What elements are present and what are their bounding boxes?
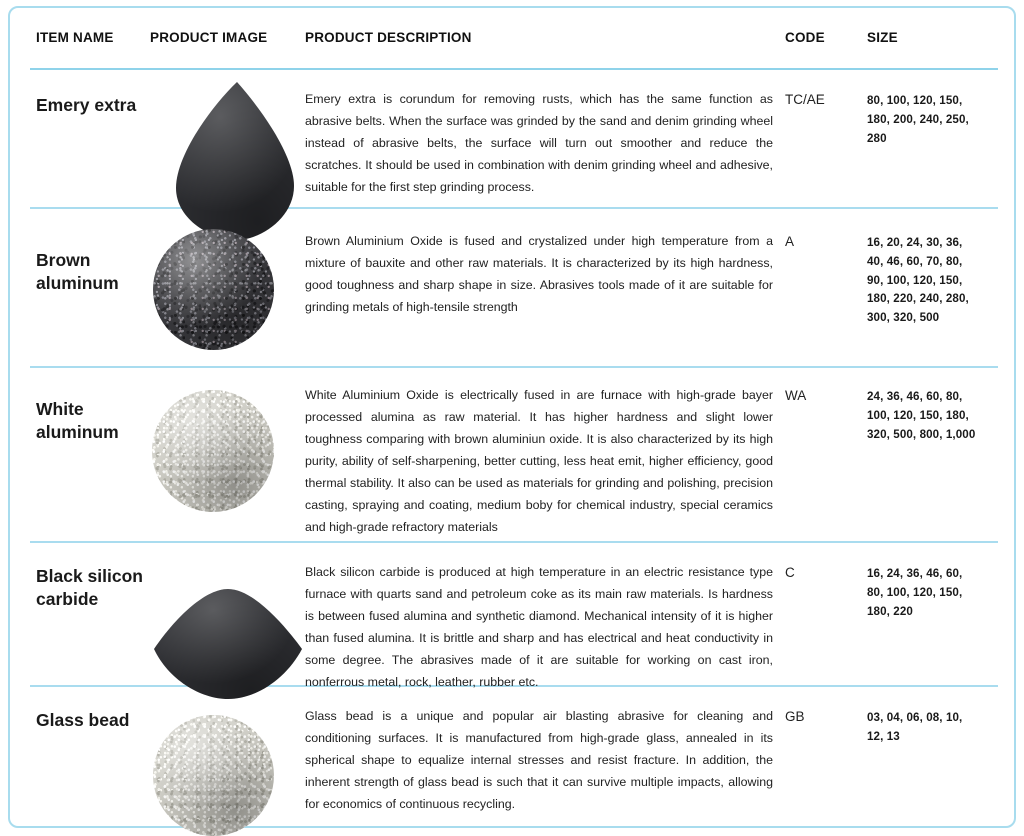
size-cell: 03, 04, 06, 08, 10, 12, 13 bbox=[867, 711, 963, 743]
code-cell: C bbox=[785, 565, 795, 580]
product-image-white-aluminum bbox=[152, 390, 274, 512]
item-name-cell: Black silicon carbide bbox=[36, 566, 143, 610]
row-divider bbox=[30, 685, 998, 687]
row-divider bbox=[30, 366, 998, 368]
product-image-cell bbox=[150, 88, 305, 190]
product-image-cell bbox=[150, 227, 305, 350]
column-header-product-image: PRODUCT IMAGE bbox=[150, 30, 268, 45]
table-frame: ITEM NAME PRODUCT IMAGE PRODUCT DESCRIPT… bbox=[8, 6, 1016, 836]
table-row[interactable]: Glass bead Glass bead is a unique and po… bbox=[28, 687, 1000, 836]
code-cell: A bbox=[785, 234, 795, 249]
size-cell: 16, 20, 24, 30, 36, 40, 46, 60, 70, 80, … bbox=[867, 236, 969, 325]
column-header-code: CODE bbox=[785, 30, 825, 45]
product-description-cell: White Aluminium Oxide is electrically fu… bbox=[305, 388, 773, 535]
product-description-cell: Emery extra is corundum for removing rus… bbox=[305, 92, 773, 195]
table-row[interactable]: White aluminum White Aluminium Oxide is … bbox=[28, 368, 1000, 541]
header-divider bbox=[30, 68, 998, 70]
size-cell: 16, 24, 36, 46, 60, 80, 100, 120, 150, 1… bbox=[867, 567, 963, 618]
column-header-item-name: ITEM NAME bbox=[36, 30, 114, 45]
product-image-cell bbox=[150, 384, 305, 512]
column-header-product-description: PRODUCT DESCRIPTION bbox=[305, 30, 472, 45]
item-name-cell: White aluminum bbox=[36, 399, 119, 443]
item-name-cell: Emery extra bbox=[36, 95, 137, 115]
product-description-cell: Black silicon carbide is produced at hig… bbox=[305, 565, 773, 690]
product-description-cell: Glass bead is a unique and popular air b… bbox=[305, 709, 773, 812]
product-table: ITEM NAME PRODUCT IMAGE PRODUCT DESCRIPT… bbox=[10, 8, 1018, 836]
product-image-cell bbox=[150, 703, 305, 836]
row-divider bbox=[30, 207, 998, 209]
product-image-glass-bead bbox=[153, 715, 274, 836]
item-name-cell: Brown aluminum bbox=[36, 250, 119, 294]
table-row[interactable]: Black silicon carbide Black silicon carb… bbox=[28, 543, 1000, 685]
product-image-black-silicon-carbide bbox=[136, 583, 320, 705]
product-description-cell: Brown Aluminium Oxide is fused and cryst… bbox=[305, 234, 773, 315]
product-image-cell bbox=[150, 561, 305, 705]
table-row[interactable]: Emery extra Emery extra is corundum for … bbox=[28, 70, 1000, 207]
code-cell: WA bbox=[785, 388, 807, 403]
code-cell: TC/AE bbox=[785, 92, 825, 107]
row-divider bbox=[30, 541, 998, 543]
table-header-row: ITEM NAME PRODUCT IMAGE PRODUCT DESCRIPT… bbox=[28, 8, 1000, 68]
product-image-brown-aluminum bbox=[153, 229, 274, 350]
table-row[interactable]: Brown aluminum Brown Aluminium Oxide is … bbox=[28, 209, 1000, 366]
size-cell: 24, 36, 46, 60, 80, 100, 120, 150, 180, … bbox=[867, 390, 976, 441]
size-cell: 80, 100, 120, 150, 180, 200, 240, 250, 2… bbox=[867, 94, 969, 145]
code-cell: GB bbox=[785, 709, 805, 724]
item-name-cell: Glass bead bbox=[36, 710, 130, 730]
column-header-size: SIZE bbox=[867, 30, 898, 45]
